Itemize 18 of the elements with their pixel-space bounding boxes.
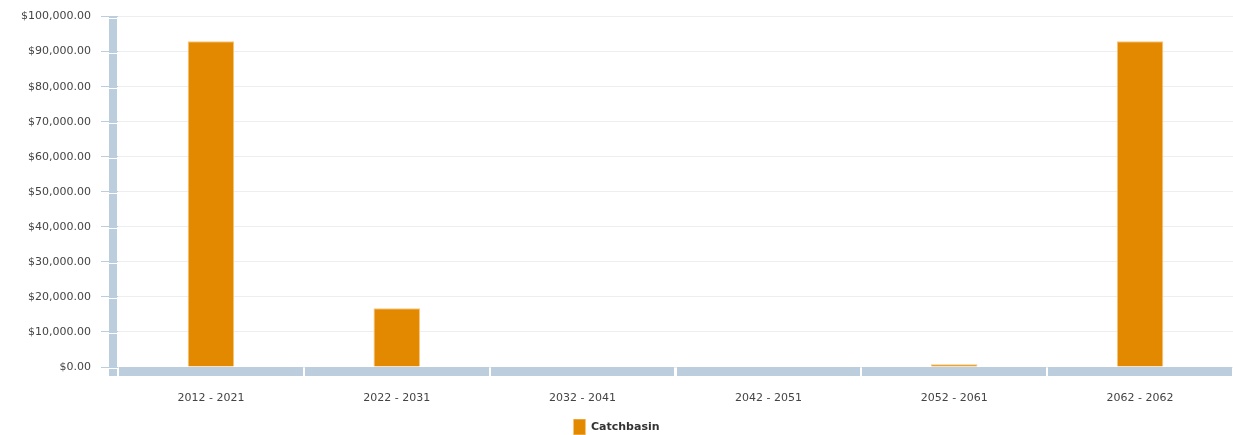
y-tick-label: $50,000.00 [28, 184, 91, 198]
x-tick-label: 2022 - 2031 [363, 391, 431, 405]
y-tick-label: $30,000.00 [28, 254, 91, 268]
x-tick-label: 2012 - 2021 [177, 391, 245, 405]
y-tick-label: $100,000.00 [21, 9, 91, 23]
y-tick-label: $70,000.00 [28, 114, 91, 128]
x-tick-label: 2042 - 2051 [734, 391, 802, 405]
y-tick-label: $90,000.00 [28, 44, 91, 58]
y-tick-label: $60,000.00 [28, 149, 91, 163]
x-tick-label: 2062 - 2062 [1106, 391, 1174, 405]
y-tick-label: $40,000.00 [28, 219, 91, 233]
y-tick-label: $80,000.00 [28, 79, 91, 93]
y-tick-label: $0.00 [59, 359, 91, 373]
x-tick-label: 2032 - 2041 [549, 391, 617, 405]
x-tick-label: 2052 - 2061 [920, 391, 988, 405]
y-tick-label: $20,000.00 [28, 289, 91, 303]
y-tick-label: $10,000.00 [28, 324, 91, 338]
legend-label: Catchbasin [590, 419, 660, 433]
